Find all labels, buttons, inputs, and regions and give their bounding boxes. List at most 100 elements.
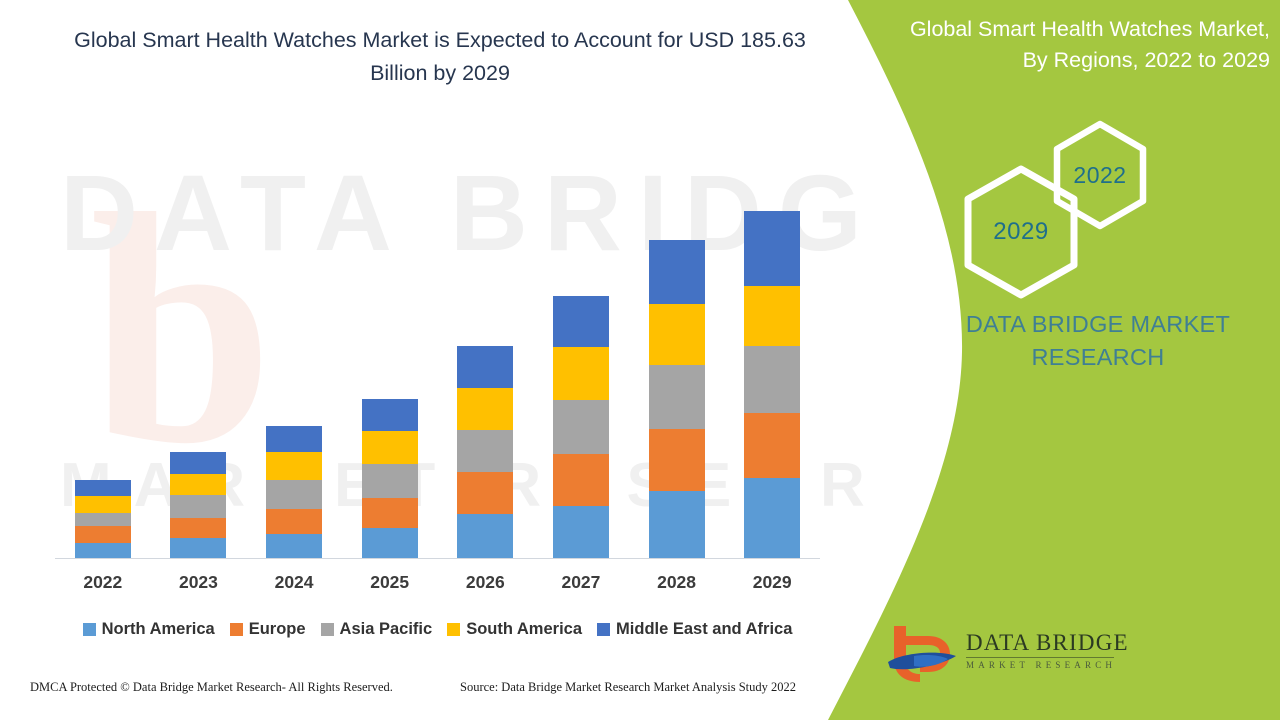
legend-label: South America <box>466 619 583 638</box>
logo-divider <box>966 657 1114 658</box>
x-axis-line <box>55 557 820 559</box>
bar-group-2029 <box>724 160 820 558</box>
footer-copyright: DMCA Protected © Data Bridge Market Rese… <box>30 680 393 694</box>
bar-segment-asia-pacific <box>266 480 323 510</box>
bar-segment-north-america <box>744 478 801 558</box>
page-title: Global Smart Health Watches Market is Ex… <box>74 28 806 85</box>
bar-group-2025 <box>342 160 438 558</box>
bar-segment-middle-east-and-africa <box>552 295 609 347</box>
x-axis-label-2023: 2023 <box>178 572 218 592</box>
stacked-bar <box>552 295 609 558</box>
bar-segment-asia-pacific <box>552 399 609 455</box>
panel-title: Global Smart Health Watches Market, By R… <box>909 17 1270 72</box>
chart-legend: North America Europe Asia Pacific South Ame… <box>55 616 820 642</box>
legend-item-middle-east-and-africa[interactable]: Middle East and Africa <box>597 620 792 639</box>
bar-group-2023 <box>151 160 247 558</box>
bar-group-2026 <box>438 160 534 558</box>
bar-segment-middle-east-and-africa <box>170 451 227 474</box>
stacked-bar <box>648 239 705 558</box>
bar-segment-south-america <box>74 496 131 514</box>
bar-segment-middle-east-and-africa <box>74 480 131 497</box>
legend-item-north-america[interactable]: North America <box>82 619 215 639</box>
bar-segment-north-america <box>266 534 323 558</box>
legend-item-asia-pacific[interactable]: Asia Pacific <box>320 619 433 639</box>
bar-segment-middle-east-and-africa <box>361 399 418 432</box>
footer: DMCA Protected © Data Bridge Market Rese… <box>0 680 850 706</box>
x-axis-label-2022: 2022 <box>83 572 123 592</box>
bar-segment-asia-pacific <box>170 494 227 518</box>
bar-segment-europe <box>266 509 323 535</box>
bar-segment-middle-east-and-africa <box>457 346 514 389</box>
legend-item-europe[interactable]: Europe <box>229 619 306 639</box>
bar-segment-north-america <box>74 543 131 558</box>
bar-segment-europe <box>648 429 705 492</box>
bar-segment-north-america <box>170 537 227 558</box>
bar-segment-europe <box>170 517 227 538</box>
bar-chart-plot <box>55 160 820 558</box>
legend-swatch-icon <box>229 622 243 636</box>
legend-swatch-icon <box>447 622 461 636</box>
bar-segment-south-america <box>457 388 514 431</box>
stacked-bar <box>74 480 131 558</box>
x-axis-label-2027: 2027 <box>561 572 601 592</box>
brand-panel <box>810 0 1280 720</box>
legend-label: Middle East and Africa <box>616 619 793 638</box>
bar-segment-south-america <box>266 452 323 481</box>
bar-segment-europe <box>74 526 131 544</box>
x-axis-label-2026: 2026 <box>465 572 505 592</box>
hex-badge-2022-label: 2022 <box>1073 161 1127 188</box>
bar-group-2027 <box>533 160 629 558</box>
bar-segment-asia-pacific <box>74 513 131 527</box>
logo-main-text: DATA BRIDGE <box>966 630 1129 655</box>
bar-segment-south-america <box>648 303 705 365</box>
bar-segment-middle-east-and-africa <box>266 426 323 453</box>
bar-segment-north-america <box>648 491 705 558</box>
company-logo: DATA BRIDGE MARKET RESEARCH <box>884 622 1129 686</box>
hex-badge-2029: 2029 <box>960 165 1082 299</box>
hex-badge-2029-label: 2029 <box>993 218 1049 245</box>
footer-source: Source: Data Bridge Market Research Mark… <box>460 680 797 694</box>
bar-segment-asia-pacific <box>457 430 514 473</box>
bar-segment-europe <box>457 472 514 515</box>
x-axis-label-2028: 2028 <box>657 572 697 592</box>
bar-segment-north-america <box>552 506 609 558</box>
legend-label: North America <box>101 619 215 638</box>
bar-group-2022 <box>55 160 151 558</box>
logo-wordmark: DATA BRIDGE MARKET RESEARCH <box>966 630 1129 670</box>
legend-item-south-america[interactable]: South America <box>447 620 582 639</box>
x-axis-label-2024: 2024 <box>274 572 314 592</box>
legend-swatch-icon <box>597 622 611 636</box>
stacked-bar <box>457 346 514 558</box>
bar-segment-asia-pacific <box>361 464 418 499</box>
bar-segment-asia-pacific <box>648 364 705 430</box>
bar-segment-north-america <box>457 514 514 558</box>
bar-segment-europe <box>744 412 801 479</box>
legend-swatch-icon <box>320 622 334 636</box>
stacked-bar <box>170 451 227 558</box>
legend-label: Asia Pacific <box>339 619 433 638</box>
legend-swatch-icon <box>82 622 96 636</box>
stacked-bar <box>361 399 418 558</box>
legend-label: Europe <box>248 619 306 638</box>
x-axis-label-2025: 2025 <box>370 572 410 592</box>
logo-sub-text: MARKET RESEARCH <box>966 660 1117 670</box>
bar-segment-middle-east-and-africa <box>744 210 801 287</box>
hex-badges: 2029 2022 <box>940 120 1270 300</box>
bar-segment-north-america <box>361 528 418 558</box>
bar-segment-middle-east-and-africa <box>648 239 705 304</box>
bar-segment-south-america <box>170 473 227 495</box>
bar-group-2028 <box>629 160 725 558</box>
bar-group-2024 <box>246 160 342 558</box>
bar-segment-south-america <box>552 346 609 400</box>
bar-segment-europe <box>361 498 418 529</box>
brand-name: DATA BRIDGE MARKET RESEARCH <box>965 311 1231 370</box>
hex-badge-2022: 2022 <box>1050 120 1150 230</box>
stacked-bar <box>266 426 323 558</box>
bar-segment-south-america <box>361 431 418 465</box>
x-axis-label-2029: 2029 <box>752 572 792 592</box>
bar-segment-asia-pacific <box>744 346 801 413</box>
x-axis-labels: 2022 2023 2024 2025 2026 2027 2028 2029 <box>55 572 820 604</box>
data-bridge-logo-icon <box>884 622 960 684</box>
bar-segment-europe <box>552 454 609 507</box>
